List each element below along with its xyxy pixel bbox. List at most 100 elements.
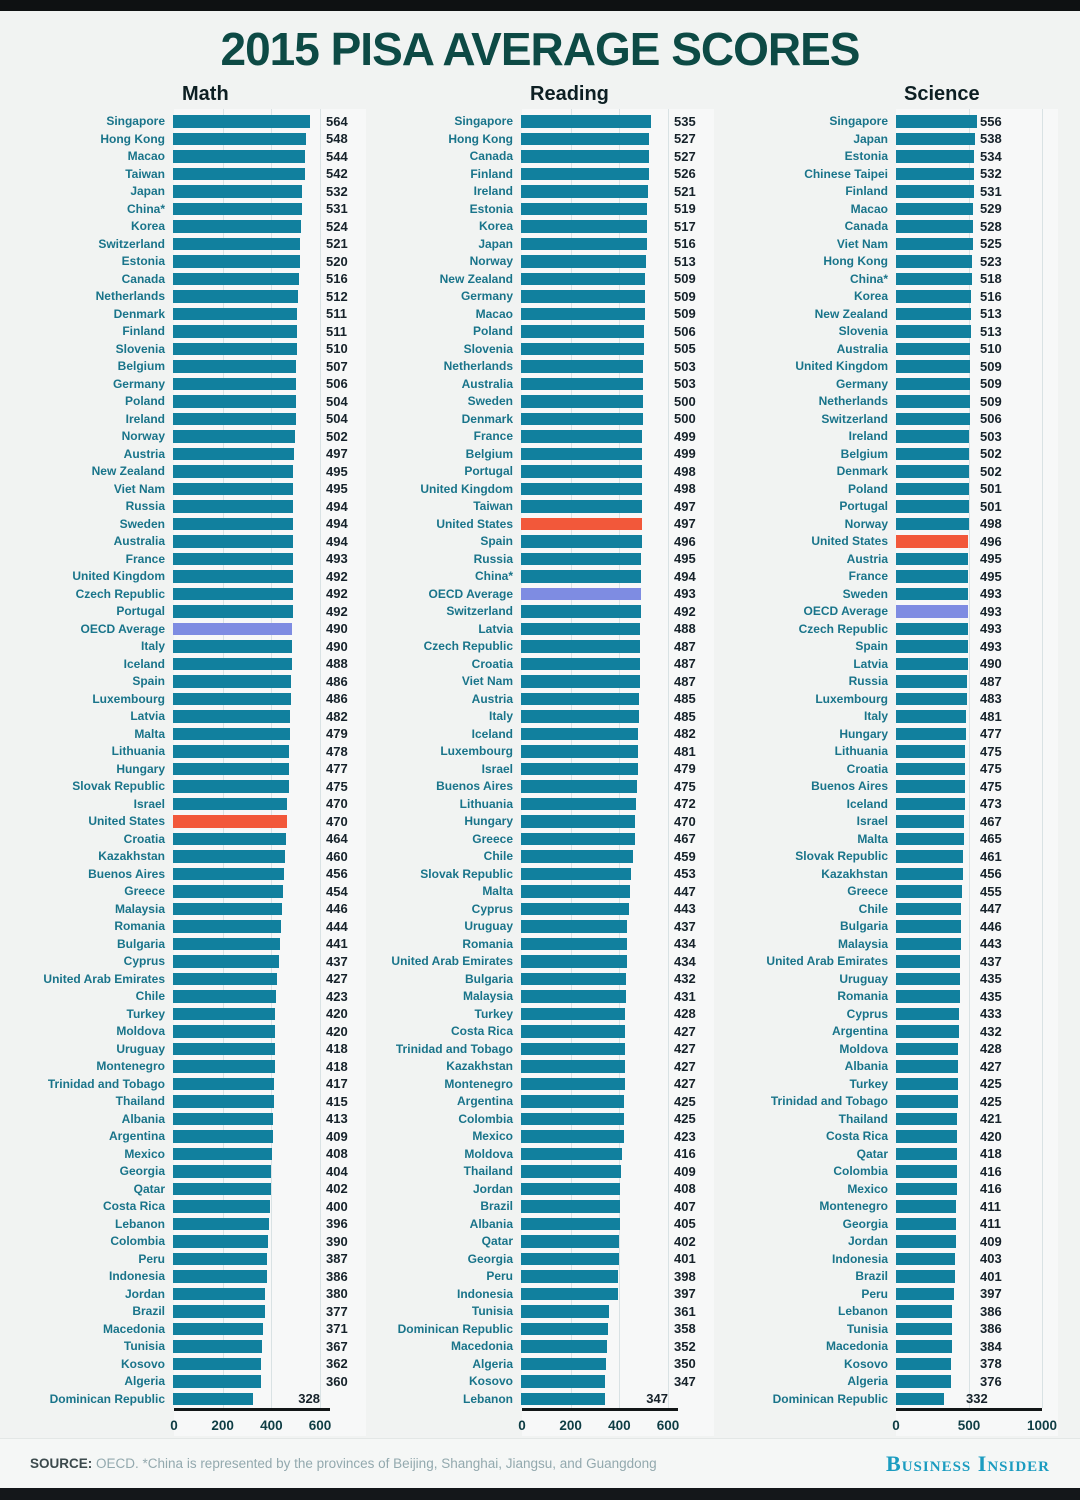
chart-row: Tunisia 386 (718, 1320, 1058, 1338)
chart-row: Moldova 428 (718, 1040, 1058, 1058)
score-bar (173, 342, 298, 356)
chart-row: Chile 423 (22, 988, 366, 1006)
chart-row: Cyprus 433 (718, 1005, 1058, 1023)
score-value: 378 (980, 1356, 1002, 1372)
score-bar (896, 745, 966, 758)
axis-tick-label: 500 (957, 1418, 981, 1434)
bar-track (521, 395, 667, 408)
score-value: 492 (326, 586, 348, 602)
score-bar (896, 587, 968, 601)
country-label: Malta (134, 726, 165, 741)
score-bar (521, 1095, 625, 1108)
chart-row: Singapore 556 (718, 113, 1058, 131)
score-value: 435 (980, 971, 1002, 987)
score-value: 402 (674, 1233, 696, 1249)
score-bar (173, 832, 286, 846)
country-label: Taiwan (125, 166, 165, 181)
score-value: 498 (674, 481, 696, 497)
source-note: SOURCE: OECD. *China is represented by t… (30, 1456, 657, 1471)
bar-track (521, 1042, 667, 1056)
chart-row: Switzerland 506 (718, 410, 1058, 428)
country-label: Israel (856, 814, 888, 829)
chart-row: Croatia 487 (370, 655, 714, 673)
country-label: Korea (130, 219, 165, 234)
bar-track (521, 1200, 667, 1213)
bar-track (521, 272, 667, 286)
chart-row: OECD Average 490 (22, 620, 366, 638)
country-label: Ireland (125, 411, 165, 426)
bar-track (521, 657, 667, 671)
score-bar (521, 132, 650, 146)
country-label: Switzerland (821, 411, 888, 426)
bar-track (173, 447, 319, 461)
bar-track (173, 1130, 319, 1143)
bar-track (173, 1165, 319, 1178)
bar-track (896, 1147, 1042, 1161)
bar-track (521, 1182, 667, 1196)
score-value: 521 (326, 236, 348, 252)
chart-row: New Zealand 509 (370, 270, 714, 288)
chart-row: Tunisia 367 (22, 1338, 366, 1356)
country-label: Albania (469, 1216, 513, 1231)
bar-track (173, 692, 319, 706)
score-value: 387 (326, 1251, 348, 1267)
us-highlight-bar (896, 535, 969, 548)
bar-track (896, 412, 1042, 426)
score-bar (521, 482, 643, 496)
score-bar (896, 552, 969, 566)
score-bar (521, 360, 644, 373)
score-value: 526 (674, 166, 696, 182)
country-label: Australia (461, 376, 513, 391)
score-bar (896, 482, 970, 496)
score-bar (896, 640, 968, 653)
score-bar (896, 815, 965, 828)
bar-track (521, 377, 667, 391)
score-bar (173, 1095, 274, 1108)
bar-track (521, 1287, 667, 1301)
country-label: Cyprus (471, 901, 513, 916)
country-label: Italy (863, 709, 888, 724)
score-value: 427 (980, 1058, 1002, 1074)
score-value: 427 (674, 1041, 696, 1057)
score-bar (521, 920, 628, 933)
chart-row: Uruguay 418 (22, 1040, 366, 1058)
country-label: Japan (130, 184, 165, 199)
country-label: Cyprus (846, 1006, 888, 1021)
chart-row: Kazakhstan 456 (718, 865, 1058, 883)
country-label: Estonia (469, 201, 513, 216)
bar-track (521, 640, 667, 653)
bar-track (896, 710, 1042, 723)
score-value: 404 (326, 1163, 348, 1179)
score-value: 490 (326, 638, 348, 654)
bar-track (521, 412, 667, 426)
score-value: 535 (674, 113, 696, 129)
chart-row: Hong Kong 527 (370, 130, 714, 148)
chart-row: Colombia 416 (718, 1163, 1058, 1181)
score-bar (896, 1375, 951, 1388)
score-value: 498 (980, 516, 1002, 532)
chart-row: Mexico 423 (370, 1128, 714, 1146)
bar-track (521, 937, 667, 951)
bar-track (521, 850, 667, 863)
score-value: 408 (326, 1146, 348, 1162)
chart-body: Singapore 556 Japan 538 Estonia 534 Chinese Ta… (718, 108, 1058, 1436)
score-value: 499 (674, 428, 696, 444)
score-value: 534 (980, 148, 1002, 164)
chart-row: Peru 387 (22, 1250, 366, 1268)
bar-track (896, 167, 1042, 181)
country-label: Singapore (829, 114, 888, 129)
score-bar (173, 1077, 275, 1091)
score-value: 441 (326, 936, 348, 952)
score-bar (896, 692, 967, 706)
country-label: Georgia (842, 1216, 888, 1231)
score-value: 504 (326, 393, 348, 409)
country-label: Belgium (840, 446, 888, 461)
chart-row: Colombia 390 (22, 1233, 366, 1251)
bar-track (896, 377, 1042, 391)
score-value: 527 (674, 148, 696, 164)
country-label: Mexico (124, 1146, 165, 1161)
bar-track (173, 1025, 319, 1038)
score-value: 456 (980, 866, 1002, 882)
score-value: 494 (674, 568, 696, 584)
score-bar (896, 1042, 959, 1056)
